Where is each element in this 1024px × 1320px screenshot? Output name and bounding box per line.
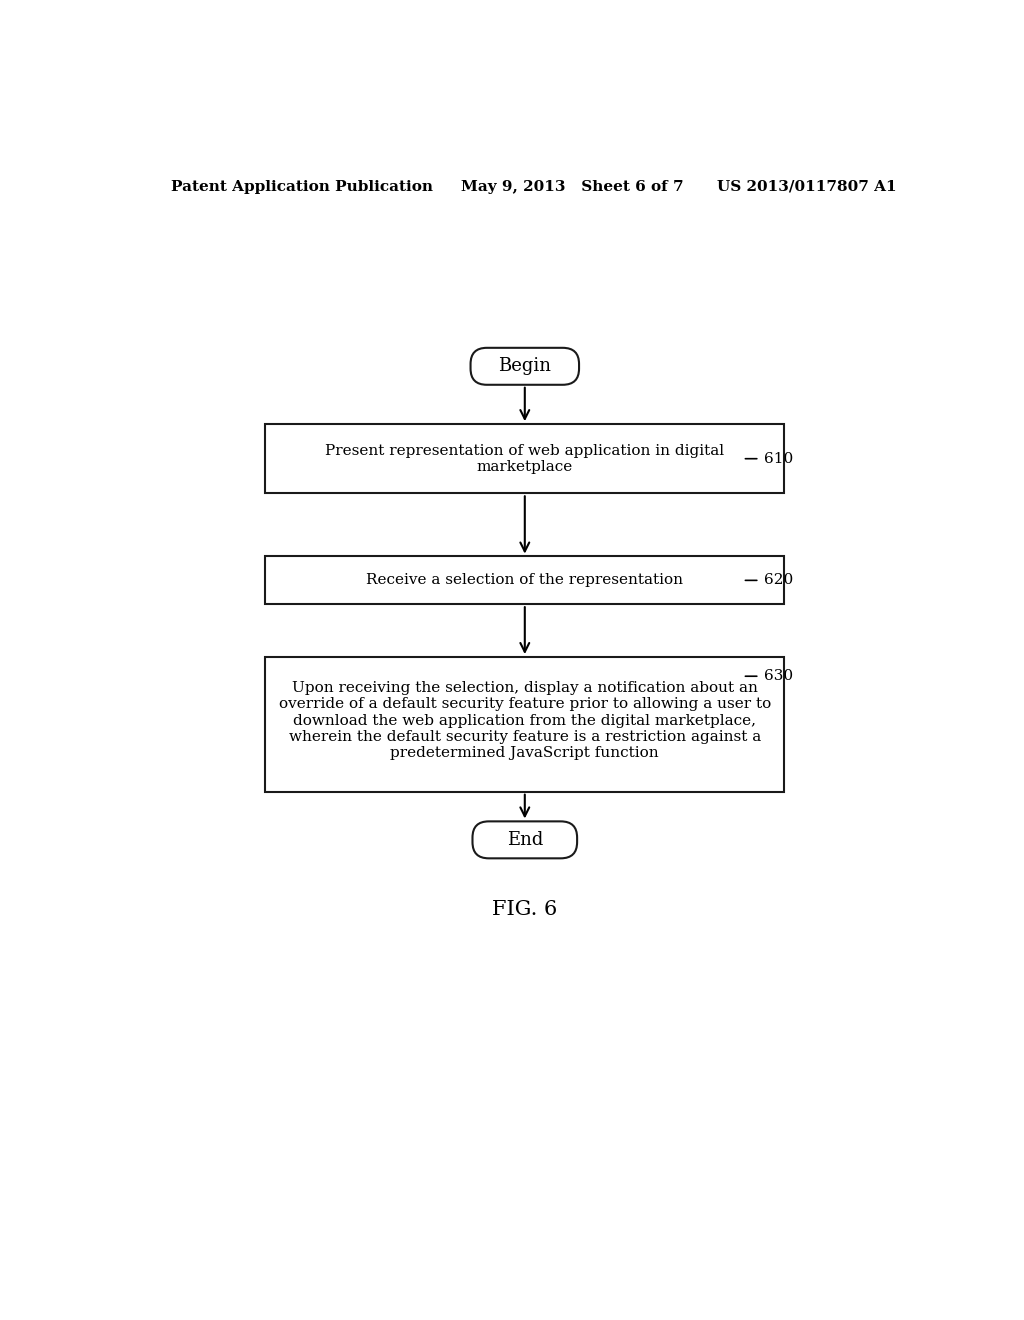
Text: 620: 620	[764, 573, 794, 587]
Text: 630: 630	[764, 669, 794, 684]
Text: Upon receiving the selection, display a notification about an
override of a defa: Upon receiving the selection, display a …	[279, 681, 771, 760]
FancyBboxPatch shape	[471, 348, 579, 385]
Bar	[265, 657, 784, 792]
Text: Receive a selection of the representation: Receive a selection of the representatio…	[367, 573, 683, 587]
Text: Present representation of web application in digital
marketplace: Present representation of web applicatio…	[326, 444, 724, 474]
Bar	[265, 557, 784, 605]
Text: End: End	[507, 830, 543, 849]
Text: US 2013/0117807 A1: US 2013/0117807 A1	[717, 180, 897, 194]
Text: FIG. 6: FIG. 6	[493, 900, 557, 919]
Bar	[265, 424, 784, 494]
FancyBboxPatch shape	[472, 821, 578, 858]
Text: Patent Application Publication: Patent Application Publication	[171, 180, 432, 194]
Text: May 9, 2013   Sheet 6 of 7: May 9, 2013 Sheet 6 of 7	[461, 180, 684, 194]
Text: Begin: Begin	[499, 358, 551, 375]
Text: 610: 610	[764, 451, 794, 466]
